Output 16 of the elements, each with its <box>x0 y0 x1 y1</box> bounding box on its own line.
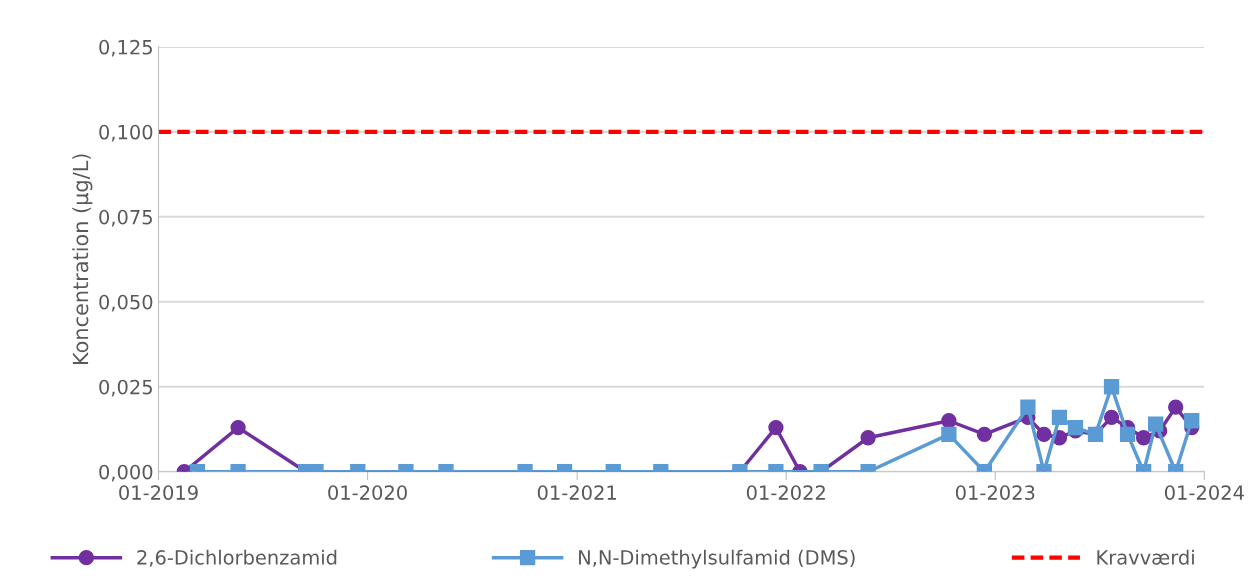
y-tick-label: 0,100 <box>99 124 153 142</box>
legend-label: 2,6-Dichlorbenzamid <box>137 549 337 567</box>
legend-label: Kravværdi <box>1097 549 1194 565</box>
x-tick-label: 01-2024 <box>1164 485 1244 500</box>
x-tick-label: 01-2023 <box>955 485 1035 500</box>
y-axis-title: Koncentration (µg/L) <box>72 154 93 364</box>
y-tick-label: 0,125 <box>99 39 152 57</box>
y-tick-label: 0,025 <box>99 379 152 397</box>
legend-label: N,N-Dimethylsulfamid (DMS) <box>579 549 855 569</box>
x-tick-label: 01-2022 <box>746 485 825 500</box>
y-tick-label: 0,050 <box>99 294 153 312</box>
x-tick-label: 01-2019 <box>119 485 198 500</box>
y-tick-label: 0,000 <box>99 464 153 482</box>
y-tick-label: 0,075 <box>99 209 152 227</box>
x-tick-label: 01-2020 <box>328 485 407 500</box>
x-tick-label: 01-2021 <box>537 485 616 500</box>
